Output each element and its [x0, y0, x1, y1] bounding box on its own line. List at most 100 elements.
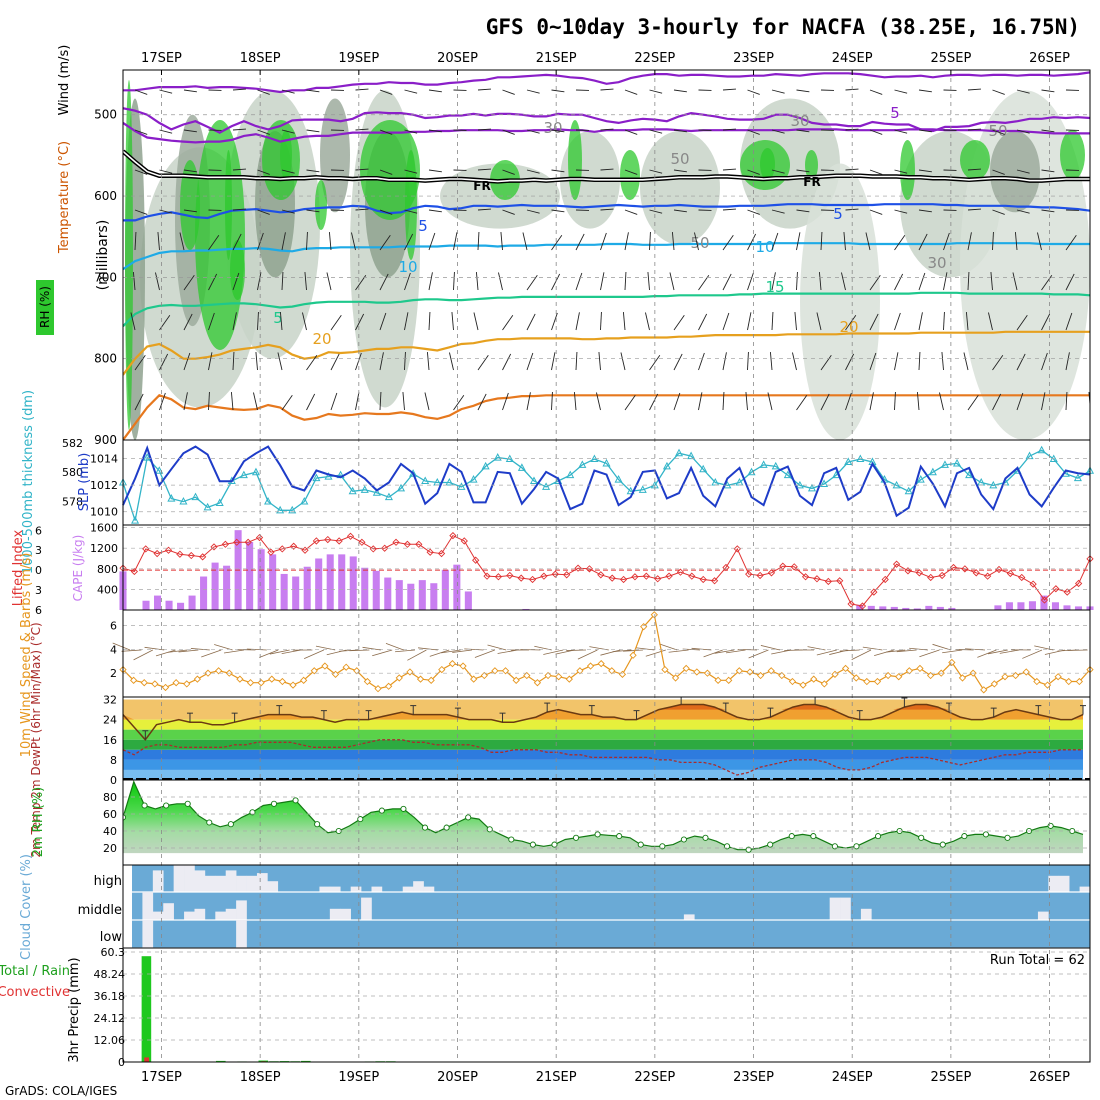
wind-barb: [355, 128, 369, 131]
thickness-line: [122, 449, 1091, 521]
wind-barb: [645, 312, 650, 331]
wind-barb: [453, 272, 455, 291]
wind-barb: [694, 232, 699, 251]
thickness-point: [348, 486, 357, 495]
lifted-index-point: [608, 574, 616, 582]
wind-barb: [965, 312, 969, 331]
wind-speed-point: [512, 676, 520, 684]
wind-barb: [451, 312, 454, 331]
wind-speed-point: [756, 671, 765, 680]
wind-speed-point: [1054, 673, 1062, 681]
wind-speed-point: [470, 675, 478, 683]
isotherm-line: [123, 71, 1090, 94]
rh-point: [270, 800, 278, 807]
cloud-cover-bar: [361, 897, 372, 920]
rh-point: [529, 841, 536, 848]
cloud-cover-bar: [194, 908, 206, 920]
wind-barb: [183, 209, 197, 213]
thickness-point: [191, 492, 200, 501]
rh-moist-shade: [230, 240, 245, 300]
precip-convective-bar: [144, 1057, 150, 1062]
li-tick-label: 3: [35, 544, 42, 557]
thickness-point: [1037, 445, 1046, 454]
wind-barb: [306, 232, 308, 251]
thickness-point: [276, 505, 285, 514]
wind-speed-point: [406, 668, 414, 676]
surface-wind-barb: [178, 649, 199, 653]
lifted-index-point: [927, 573, 935, 582]
wind-barb: [600, 128, 614, 131]
lifted-index-point: [938, 571, 946, 580]
cloud-cover-bar: [267, 881, 279, 892]
lifted-index-point: [460, 537, 468, 545]
wind-barb: [477, 232, 480, 251]
cape-bar: [246, 542, 254, 610]
slp-thickness-panel: [118, 445, 1095, 524]
wind-barb: [747, 312, 752, 331]
wind-barb: [967, 128, 981, 131]
cloud-row-label: low: [100, 930, 123, 945]
lifted-index-point: [722, 563, 730, 572]
wind-barb: [992, 209, 1005, 215]
x-tick-label-bottom: 19SEP: [338, 1070, 379, 1085]
thickness-point: [312, 473, 321, 482]
wind-speed-point: [416, 675, 425, 683]
wind-tick-label: 4: [110, 643, 117, 656]
wind-barb: [722, 352, 727, 371]
surface-wind-barb: [748, 649, 769, 659]
isotherm-line: [123, 394, 1090, 440]
wind-barb: [845, 392, 852, 411]
thickness-point: [493, 453, 502, 461]
panel-frame: [122, 947, 1091, 1063]
pressure-tick-label: 900: [94, 433, 117, 447]
wind-speed-point: [735, 667, 743, 675]
rh-point: [421, 824, 429, 831]
cape-bar: [441, 569, 449, 610]
temp-tick-label: 0: [110, 774, 117, 787]
surface-wind-barb: [349, 649, 370, 652]
wind-barb: [159, 169, 173, 174]
cloud-panel: [132, 865, 1091, 949]
wind-barb: [502, 353, 512, 371]
wind-barb: [281, 394, 293, 411]
x-tick-label-bottom: 18SEP: [240, 1070, 281, 1085]
wind-barb: [671, 232, 675, 251]
precip-total-bar: [216, 1060, 226, 1062]
lifted-index-point: [688, 572, 696, 580]
wind-barb: [379, 392, 382, 411]
cape-bar: [994, 605, 1002, 610]
thickness-point: [179, 496, 188, 505]
lifted-index-point: [1006, 569, 1014, 578]
cloud-cover-bar: [413, 881, 424, 892]
wind-barb: [992, 129, 1005, 135]
contour-label: 20: [312, 330, 331, 348]
wind-barb: [159, 89, 173, 94]
wind-barb: [257, 209, 270, 215]
surface-wind-barb: [703, 649, 723, 658]
wind-barb: [155, 272, 160, 291]
wind-barb: [771, 129, 785, 134]
wind-speed-point: [799, 681, 807, 689]
lifted-index-point: [949, 563, 958, 572]
wind-barb: [526, 209, 540, 214]
cape-ylabel: CAPE (J/kg): [71, 535, 85, 602]
rh-point: [810, 833, 817, 840]
wind-barb: [769, 352, 773, 371]
wind-barb: [134, 354, 146, 371]
wind-barb: [1091, 169, 1100, 170]
surface-wind-barb: [760, 645, 780, 651]
wind-barb: [134, 169, 148, 175]
wind-barb: [747, 352, 749, 371]
wind-barb: [157, 232, 160, 251]
wind-barb: [918, 169, 932, 173]
thickness-point: [469, 475, 478, 483]
wind-speed-point: [926, 671, 935, 680]
cloud-cover-bar: [204, 875, 216, 892]
cape-bar: [395, 580, 403, 610]
lifted-index-point: [585, 565, 594, 573]
lifted-index-point: [574, 564, 582, 572]
wind-barb: [841, 272, 846, 291]
lifted-index-point: [290, 542, 298, 550]
rh-area: [123, 781, 1083, 854]
cape-bar: [165, 600, 173, 610]
